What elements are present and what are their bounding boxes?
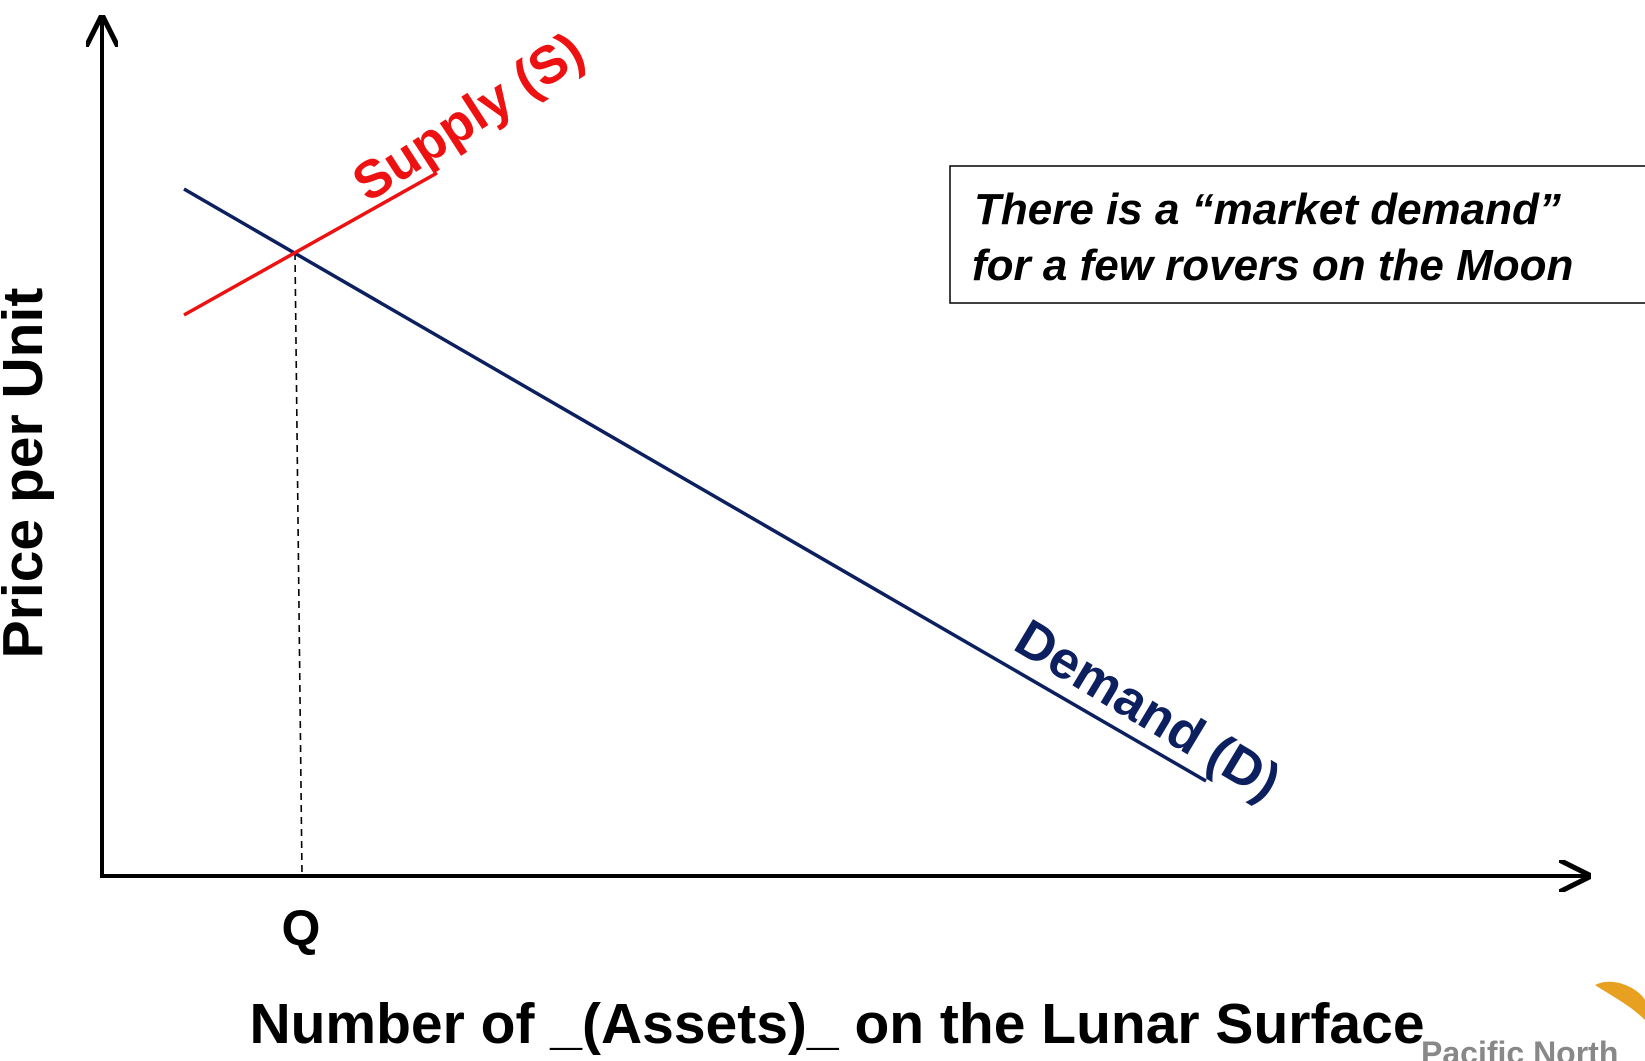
equilibrium-line	[294, 252, 303, 877]
note-line: for a few rovers on the Moon	[972, 241, 1573, 290]
demand-label: Demand (D)	[1005, 608, 1290, 812]
supply-label: Supply (S)	[342, 21, 594, 213]
supply-curve	[183, 171, 438, 317]
quantity-label: Q	[282, 900, 321, 956]
x-axis-label: Number of _(Assets)_ on the Lunar Surfac…	[249, 992, 1424, 1056]
note-box	[949, 165, 1645, 304]
y-axis-label: Price per Unit	[0, 288, 55, 659]
note-line: There is a “market demand”	[974, 185, 1561, 234]
logo-text: Pacific North	[1421, 1035, 1618, 1061]
demand-curve	[183, 187, 1207, 783]
logo-mark	[1595, 981, 1645, 1020]
